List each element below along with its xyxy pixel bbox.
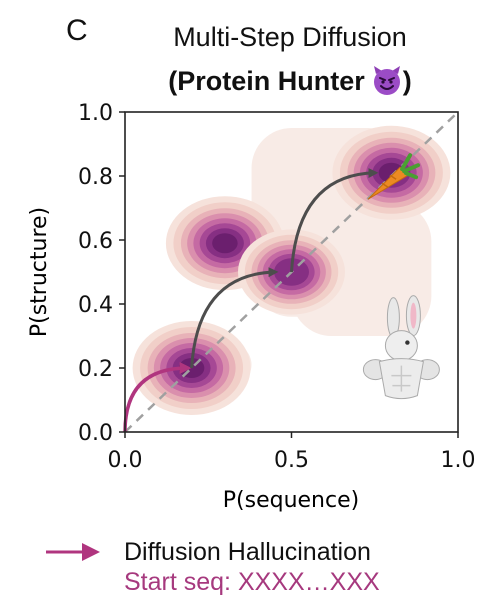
x-axis-label: P(sequence) (223, 488, 359, 513)
carrot-icon (367, 153, 421, 200)
y-tick-label-1: 0.2 (78, 357, 113, 382)
bunny-abs (391, 365, 412, 392)
panel-letter: C (66, 14, 88, 47)
y-tick-label-4: 0.8 (78, 165, 113, 190)
chart-title-line2: (Protein Hunter (168, 66, 365, 96)
bunny-head (384, 330, 418, 362)
bunny-eye (405, 340, 410, 345)
y-tick-label-0: 0.0 (78, 421, 113, 446)
x-tick-label-2: 1.0 (441, 448, 476, 473)
legend-label: Diffusion Hallucination (124, 538, 371, 566)
start-seq-label: Start seq: XXXX…XXX (124, 568, 380, 596)
y-tick-label-3: 0.6 (78, 229, 113, 254)
chart-title-line2-wrap: (Protein Hunter) (130, 64, 450, 103)
x-tick-label-1: 0.5 (274, 448, 309, 473)
legend-arrow-icon (46, 543, 100, 561)
chart-title-line1: Multi-Step Diffusion (173, 22, 407, 52)
carrot-leaves (400, 153, 421, 180)
bunny-ear-inner (410, 302, 417, 329)
density-chart: 0.0 0.5 1.00.00.20.40.60.81.0 P(sequence) … (27, 101, 476, 513)
chart-icons (362, 153, 440, 400)
diffusion-step-arrow-1 (290, 167, 379, 273)
smiling-devil-icon (371, 64, 403, 103)
diffusion-step-arrow-0 (190, 267, 279, 369)
muscular-bunny-icon (362, 295, 440, 400)
axis-ticks: 0.0 0.5 1.0 0.0 0.2 0.4 0.6 0.8 1.0 (78, 101, 476, 473)
chart-title-line2-close: ) (402, 66, 412, 96)
y-tick-label-2: 0.4 (78, 293, 113, 318)
density-peak-1-level-7 (212, 233, 238, 254)
x-tick-label-0: 0.0 (108, 448, 143, 473)
y-tick-label-5: 1.0 (78, 101, 113, 126)
y-axis-label: P(structure) (27, 207, 52, 337)
carrot-lines (381, 174, 397, 188)
